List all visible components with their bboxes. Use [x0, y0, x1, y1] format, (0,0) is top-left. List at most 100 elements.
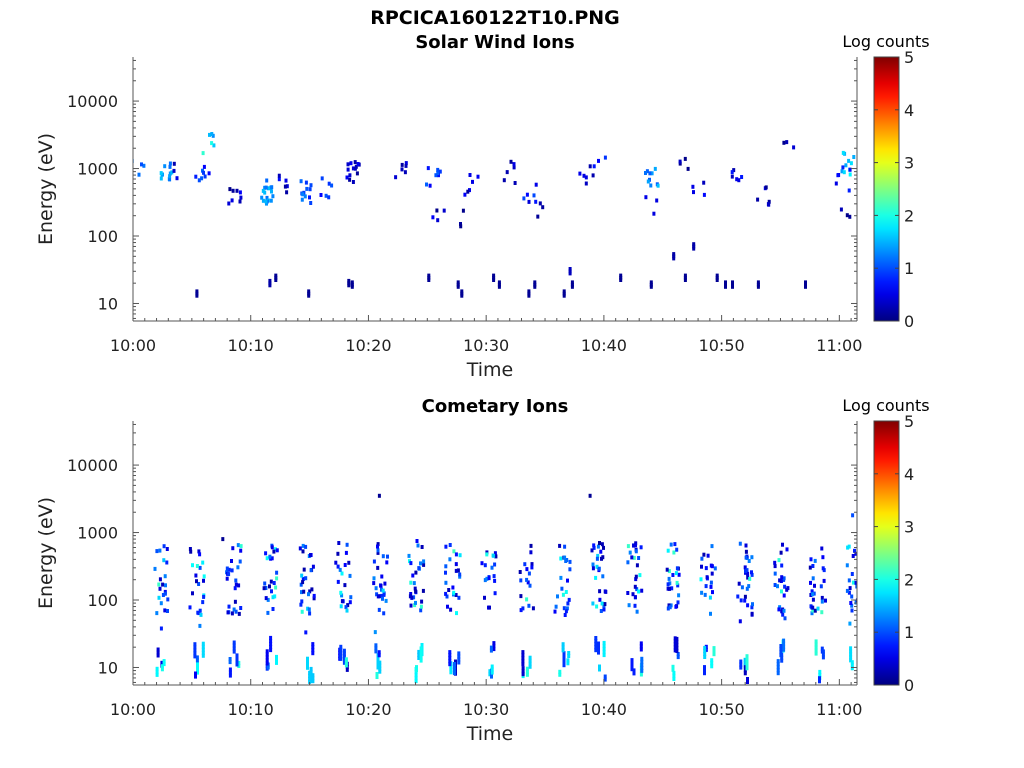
spectrogram-cell — [137, 172, 141, 177]
spectrogram-cell — [588, 493, 592, 498]
spectrogram-cell — [265, 556, 269, 561]
spectrogram-cell — [822, 578, 826, 583]
spectrogram-cell — [448, 659, 452, 664]
x-tick-label: 10:10 — [228, 700, 274, 719]
spectrogram-cell — [820, 599, 824, 604]
spectrogram-cell — [811, 605, 815, 610]
spectrogram-cell — [773, 564, 777, 569]
x-tick-label: 10:10 — [228, 336, 274, 355]
spectrogram-cell — [851, 554, 855, 558]
spectrogram-cell — [221, 537, 225, 542]
spectrogram-cell — [302, 567, 306, 572]
spectrogram-cell — [265, 661, 269, 666]
spectrogram-cell — [592, 545, 596, 550]
spectrogram-cell — [683, 273, 687, 278]
spectrogram-cell — [708, 595, 712, 600]
spectrogram-cell — [196, 670, 199, 675]
spectrogram-cell — [345, 175, 349, 180]
spectrogram-cell — [813, 608, 817, 613]
spectrogram-cell — [417, 566, 421, 571]
spectrogram-cell — [782, 638, 786, 643]
spectrogram-cell — [201, 168, 204, 173]
spectrogram-cell — [157, 582, 161, 587]
spectrogram-cell — [631, 592, 635, 597]
spectrogram-cell — [513, 181, 517, 185]
spectrogram-cell — [336, 551, 340, 556]
spectrogram-cell — [850, 660, 854, 665]
spectrogram-cell — [525, 192, 529, 197]
spectrogram-cell — [562, 651, 566, 656]
spectrogram-cell — [235, 659, 239, 664]
spectrogram-cell — [268, 554, 272, 559]
spectrogram-cell — [155, 669, 159, 674]
spectrogram-cell — [666, 582, 670, 587]
x-tick-label: 10:00 — [110, 336, 156, 355]
spectrogram-cell — [227, 201, 231, 206]
spectrogram-cell — [260, 195, 264, 200]
spectrogram-cell — [193, 642, 197, 647]
spectrogram-cell — [521, 659, 525, 664]
spectrogram-cell — [265, 652, 269, 657]
spectrogram-cell — [494, 554, 498, 559]
colorbar-tick-label: 2 — [904, 570, 914, 589]
spectrogram-cell — [490, 565, 494, 570]
spectrogram-cell — [570, 280, 574, 285]
spectrogram-cell — [703, 592, 707, 597]
spectrogram-cell — [813, 558, 817, 563]
spectrogram-cell — [195, 291, 199, 296]
spectrogram-cell — [490, 667, 494, 672]
spectrogram-cell — [538, 201, 542, 206]
figure-title: RPCICA160122T10.PNG — [370, 7, 620, 29]
spectrogram-cell — [743, 565, 747, 570]
spectrogram-cell — [594, 648, 598, 653]
spectrogram-cell — [597, 650, 600, 655]
spectrogram-cell — [630, 661, 634, 666]
spectrogram-cell — [746, 571, 750, 576]
spectrogram-cell — [164, 583, 167, 588]
spectrogram-cell — [781, 612, 785, 617]
spectrogram-cell — [434, 173, 438, 178]
spectrogram-cell — [779, 650, 783, 655]
spectrogram-cell — [602, 545, 605, 550]
spectrogram-cell — [158, 548, 162, 553]
spectrogram-cell — [563, 555, 567, 560]
spectrogram-cell — [455, 611, 458, 616]
spectrogram-cell — [170, 170, 174, 175]
spectrogram-cell — [713, 566, 717, 571]
spectrogram-cell — [561, 645, 565, 650]
spectrogram-cell — [668, 586, 671, 591]
spectrogram-cell — [751, 602, 754, 607]
spectrogram-cell — [809, 593, 813, 597]
spectrogram-cell — [703, 645, 707, 650]
spectrogram-cell — [417, 656, 421, 660]
spectrogram-cell — [600, 542, 604, 547]
spectrogram-cell — [307, 291, 311, 296]
spectrogram-cell — [308, 187, 312, 192]
spectrogram-cell — [782, 593, 786, 598]
spectrogram-cell — [776, 662, 780, 667]
panel-title: Cometary Ions — [422, 396, 569, 417]
spectrogram-cell — [566, 658, 570, 663]
spectrogram-cell — [533, 284, 537, 289]
spectrogram-cell — [564, 609, 568, 614]
spectrogram-cell — [591, 601, 595, 606]
spectrogram-cell — [197, 549, 201, 554]
spectrogram-cell — [374, 643, 378, 648]
spectrogram-cell — [165, 560, 169, 565]
spectrogram-cell — [386, 554, 389, 559]
spectrogram-cell — [776, 665, 780, 670]
spectrogram-cell — [521, 656, 525, 661]
spectrogram-cell — [394, 175, 398, 180]
spectrogram-cell — [602, 607, 606, 612]
spectrogram-cell — [436, 167, 440, 172]
spectrogram-cell — [783, 616, 787, 621]
spectrogram-cell — [665, 567, 669, 572]
spectrogram-cell — [750, 572, 754, 577]
spectrogram-cell — [374, 586, 378, 591]
spectrogram-cell — [163, 591, 167, 596]
spectrogram-cell — [380, 587, 383, 592]
spectrogram-cell — [710, 658, 714, 663]
spectrogram-cell — [858, 647, 861, 651]
spectrogram-cell — [274, 275, 278, 280]
spectrogram-cell — [836, 173, 840, 178]
